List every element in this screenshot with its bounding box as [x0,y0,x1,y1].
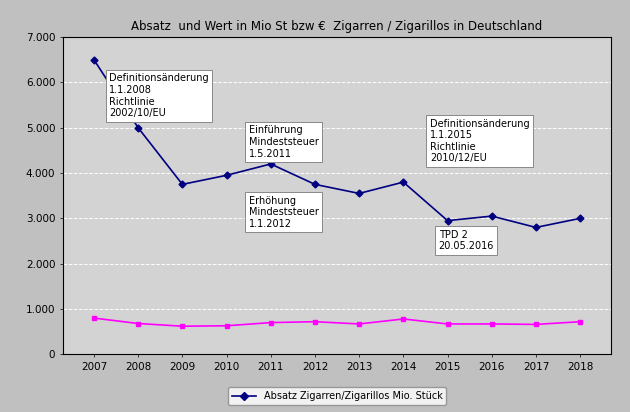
Title: Absatz  und Wert in Mio St bzw €  Zigarren / Zigarillos in Deutschland: Absatz und Wert in Mio St bzw € Zigarren… [132,20,542,33]
Text: Einführung
Mindeststeuer
1.5.2011: Einführung Mindeststeuer 1.5.2011 [249,125,319,159]
Text: Definitionsänderung
1.1.2015
Richtlinie
2010/12/EU: Definitionsänderung 1.1.2015 Richtlinie … [430,119,529,164]
Text: Erhöhung
Mindeststeuer
1.1.2012: Erhöhung Mindeststeuer 1.1.2012 [249,196,319,229]
Text: TPD 2
20.05.2016: TPD 2 20.05.2016 [438,229,494,251]
Text: Definitionsänderung
1.1.2008
Richtlinie
2002/10/EU: Definitionsänderung 1.1.2008 Richtlinie … [110,73,209,118]
Legend: Absatz Zigarren/Zigarillos Mio. Stück: Absatz Zigarren/Zigarillos Mio. Stück [227,387,447,405]
